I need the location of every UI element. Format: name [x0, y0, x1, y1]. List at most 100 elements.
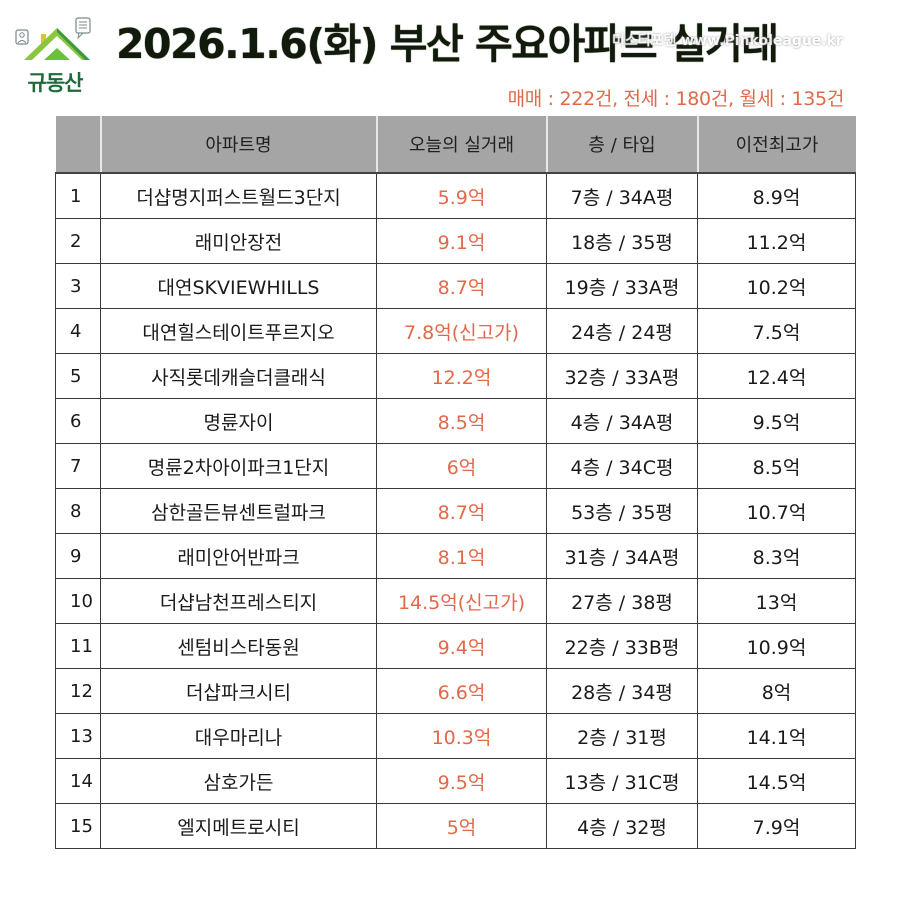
apartment-name: 대연SKVIEWHILLS [100, 263, 377, 309]
floor-type: 28층 / 34평 [546, 668, 698, 714]
table-row: 14 삼호가든 9.5억 13층 / 31C평 14.5억 [55, 758, 856, 804]
table-row: 10 더샵남천프레스티지 14.5억(신고가) 27층 / 38평 13억 [55, 578, 856, 624]
row-number: 8 [55, 488, 101, 534]
apartment-name: 더샵남천프레스티지 [100, 578, 377, 624]
table-row: 3 대연SKVIEWHILLS 8.7억 19층 / 33A평 10.2억 [55, 263, 856, 309]
transaction-summary: 매매 : 222건, 전세 : 180건, 월세 : 135건 [507, 88, 845, 110]
table-row: 15 엘지메트로시티 5억 4층 / 32평 7.9억 [55, 803, 856, 849]
floor-type: 27층 / 38평 [546, 578, 698, 624]
today-price: 9.5억 [376, 758, 547, 804]
floor-type: 19층 / 33A평 [546, 263, 698, 309]
column-header-today-price: 오늘의 실거래 [375, 116, 547, 174]
page-title: 2026.1.6(화) 부산 주요아파트 실거래 [116, 20, 779, 68]
row-number: 10 [55, 578, 101, 624]
floor-type: 7층 / 34A평 [546, 172, 698, 219]
floor-type: 4층 / 34C평 [546, 443, 698, 489]
previous-high: 12.4억 [697, 353, 856, 399]
row-number: 3 [55, 263, 101, 309]
previous-high: 8.9억 [697, 172, 856, 219]
today-price: 9.4억 [376, 623, 547, 669]
apartment-name: 더샵명지퍼스트월드3단지 [100, 172, 377, 219]
table-row: 4 대연힐스테이트푸르지오 7.8억(신고가) 24층 / 24평 7.5억 [55, 308, 856, 354]
table-row: 13 대우마리나 10.3억 2층 / 31평 14.1억 [55, 713, 856, 759]
row-number: 4 [55, 308, 101, 354]
row-number: 7 [55, 443, 101, 489]
previous-high: 7.5억 [697, 308, 856, 354]
previous-high: 7.9억 [697, 803, 856, 849]
apartment-name: 삼호가든 [100, 758, 377, 804]
row-number: 9 [55, 533, 101, 579]
floor-type: 4층 / 32평 [546, 803, 698, 849]
row-number: 14 [55, 758, 101, 804]
row-number: 5 [55, 353, 101, 399]
apartment-name: 센텀비스타동원 [100, 623, 377, 669]
today-price: 7.8억(신고가) [376, 308, 547, 354]
house-roof-logo-icon [15, 17, 91, 60]
floor-type: 18층 / 35평 [546, 218, 698, 264]
apartment-name: 삼한골든뷰센트럴파크 [100, 488, 377, 534]
table-row: 12 더샵파크시티 6.6억 28층 / 34평 8억 [55, 668, 856, 714]
table-row: 2 래미안장전 9.1억 18층 / 35평 11.2억 [55, 218, 856, 264]
brand-name: 규동산 [27, 71, 84, 95]
floor-type: 32층 / 33A평 [546, 353, 698, 399]
apartment-name: 래미안장전 [100, 218, 377, 264]
previous-high: 10.7억 [697, 488, 856, 534]
row-number: 13 [55, 713, 101, 759]
apartment-name: 대연힐스테이트푸르지오 [100, 308, 377, 354]
today-price: 8.7억 [376, 488, 547, 534]
apartment-name: 사직롯데캐슬더클래식 [100, 353, 377, 399]
table-row: 11 센텀비스타동원 9.4억 22층 / 33B평 10.9억 [55, 623, 856, 669]
row-number: 2 [55, 218, 101, 264]
today-price: 8.5억 [376, 398, 547, 444]
table-row: 8 삼한골든뷰센트럴파크 8.7억 53층 / 35평 10.7억 [55, 488, 856, 534]
floor-type: 53층 / 35평 [546, 488, 698, 534]
today-price: 12.2억 [376, 353, 547, 399]
floor-type: 4층 / 34A평 [546, 398, 698, 444]
row-number: 11 [55, 623, 101, 669]
watermark: 미스터포텐 www.Pinkoleague.kr [612, 33, 843, 49]
previous-high: 10.2억 [697, 263, 856, 309]
today-price: 5억 [376, 803, 547, 849]
column-header-floor-type: 층 / 타입 [545, 116, 698, 174]
previous-high: 9.5억 [697, 398, 856, 444]
apartment-name: 래미안어반파크 [100, 533, 377, 579]
table-row: 1 더샵명지퍼스트월드3단지 5.9억 7층 / 34A평 8.9억 [55, 172, 856, 219]
floor-type: 22층 / 33B평 [546, 623, 698, 669]
row-number: 12 [55, 668, 101, 714]
floor-type: 2층 / 31평 [546, 713, 698, 759]
row-number: 15 [55, 803, 101, 849]
today-price: 14.5억(신고가) [376, 578, 547, 624]
today-price: 8.7억 [376, 263, 547, 309]
row-number: 1 [55, 172, 101, 219]
apartment-name: 명륜2차아이파크1단지 [100, 443, 377, 489]
apartment-name: 명륜자이 [100, 398, 377, 444]
floor-type: 13층 / 31C평 [546, 758, 698, 804]
column-header-number [55, 116, 101, 174]
today-price: 6억 [376, 443, 547, 489]
today-price: 9.1억 [376, 218, 547, 264]
brand-logo: 규동산 [10, 12, 100, 95]
previous-high: 13억 [697, 578, 856, 624]
previous-high: 11.2억 [697, 218, 856, 264]
table-row: 9 래미안어반파크 8.1억 31층 / 34A평 8.3억 [55, 533, 856, 579]
previous-high: 14.5억 [697, 758, 856, 804]
previous-high: 8.3억 [697, 533, 856, 579]
table-row: 7 명륜2차아이파크1단지 6억 4층 / 34C평 8.5억 [55, 443, 856, 489]
column-header-previous-high: 이전최고가 [696, 116, 856, 174]
floor-type: 24층 / 24평 [546, 308, 698, 354]
transactions-table: 아파트명 오늘의 실거래 층 / 타입 이전최고가 1 더샵명지퍼스트월드3단지… [55, 116, 856, 849]
apartment-name: 대우마리나 [100, 713, 377, 759]
floor-type: 31층 / 34A평 [546, 533, 698, 579]
column-header-apartment-name: 아파트명 [99, 116, 377, 174]
table-header-row: 아파트명 오늘의 실거래 층 / 타입 이전최고가 [55, 116, 856, 174]
table-row: 6 명륜자이 8.5억 4층 / 34A평 9.5억 [55, 398, 856, 444]
apartment-name: 더샵파크시티 [100, 668, 377, 714]
today-price: 6.6억 [376, 668, 547, 714]
row-number: 6 [55, 398, 101, 444]
previous-high: 10.9억 [697, 623, 856, 669]
previous-high: 8억 [697, 668, 856, 714]
today-price: 10.3억 [376, 713, 547, 759]
today-price: 8.1억 [376, 533, 547, 579]
apartment-name: 엘지메트로시티 [100, 803, 377, 849]
table-row: 5 사직롯데캐슬더클래식 12.2억 32층 / 33A평 12.4억 [55, 353, 856, 399]
